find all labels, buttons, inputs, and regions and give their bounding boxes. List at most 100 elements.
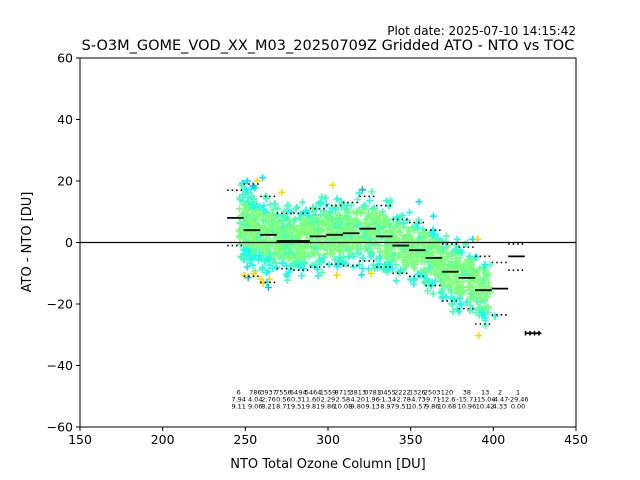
scatter-point (305, 212, 313, 220)
bin-std-label: 4.33 (493, 403, 507, 411)
x-tick-label: 250 (233, 432, 257, 447)
scatter-point (349, 252, 357, 260)
scatter-point (474, 235, 482, 243)
scatter-point (471, 254, 479, 262)
scatter-point (337, 246, 345, 254)
bin-mean-label: 2.76 (261, 396, 275, 404)
scatter-point (410, 280, 418, 288)
scatter-point (236, 219, 244, 227)
scatter-point (257, 275, 265, 283)
scatter-point (246, 185, 254, 193)
bin-mean-label: -12.6 (439, 396, 456, 404)
scatter-point (403, 216, 411, 224)
scatter-point (470, 293, 478, 301)
scatter-point (439, 246, 447, 254)
scatter-point (329, 250, 336, 258)
scatter-point (271, 259, 279, 267)
scatter-point (301, 258, 309, 266)
scatter-point (252, 235, 260, 243)
scatter-point (358, 186, 366, 194)
scatter-point (476, 282, 484, 290)
scatter-point (265, 253, 273, 261)
bin-std-label: 10.08 (334, 403, 353, 411)
scatter-point (282, 270, 290, 278)
bin-mean-label: -15.71 (456, 396, 477, 404)
scatter-point (353, 243, 361, 251)
bin-mean-label: 2.58 (336, 396, 350, 404)
scatter-point (261, 258, 269, 266)
scatter-point (236, 240, 244, 248)
scatter-point (263, 278, 271, 286)
scatter-point (365, 265, 373, 273)
bin-std-label: 10.68 (438, 403, 457, 411)
scatter-point (448, 301, 456, 308)
scatter-point (264, 267, 272, 275)
scatter-point (362, 232, 370, 240)
scatter-point (238, 254, 246, 262)
scatter-point (466, 307, 474, 315)
scatter-point (392, 277, 400, 285)
scatter-point (435, 265, 443, 273)
scatter-point (375, 225, 383, 233)
scatter-point (308, 247, 315, 255)
y-tick-label: −40 (47, 358, 73, 373)
bin-count-label: 0455 (379, 389, 396, 397)
scatter-point (466, 267, 474, 275)
scatter-point (292, 205, 300, 213)
scatter-point (252, 208, 260, 216)
scatter-point (320, 220, 327, 228)
scatter-point (344, 220, 352, 228)
x-tick-label: 150 (68, 432, 92, 447)
bin-count-label: 120 (441, 389, 453, 397)
scatter-point (260, 205, 268, 213)
bin-mean-label: -15.04 (475, 396, 496, 404)
scatter-point (367, 231, 375, 239)
scatter-point (400, 238, 408, 246)
scatter-point (368, 188, 376, 196)
scatter-point (408, 223, 416, 231)
scatter-point (322, 250, 330, 258)
scatter-point (341, 240, 348, 248)
scatter-point (371, 240, 379, 248)
bin-count-label: 1559 (320, 389, 337, 397)
bin-mean-label: -9.71 (424, 396, 441, 404)
scatter-point (379, 219, 387, 227)
scatter-point (318, 242, 326, 250)
bin-mean-label: 1.60 (306, 396, 320, 404)
scatter-point (392, 261, 400, 269)
scatter-point (476, 265, 484, 272)
scatter-point (412, 260, 419, 268)
scatter-point (419, 225, 427, 233)
scatter-point (284, 207, 292, 215)
bin-mean-label: -4.73 (409, 396, 426, 404)
scatter-point (261, 243, 269, 251)
scatter-point (437, 278, 445, 286)
scatter-point (357, 209, 365, 217)
scatter-point (439, 256, 447, 264)
bin-std-label: 8.97 (380, 403, 394, 411)
scatter-point (281, 251, 289, 258)
scatter-point (297, 260, 305, 268)
scatter-point (243, 263, 251, 271)
bin-count-label: 2222 (394, 389, 411, 397)
scatter-point (427, 264, 434, 272)
scatter-point (475, 305, 483, 313)
scatter-point (333, 263, 341, 271)
scatter-point (279, 259, 286, 267)
chart-title: S-O3M_GOME_VOD_XX_M03_20250709Z Gridded … (82, 38, 575, 54)
scatter-point (387, 243, 395, 251)
scatter-point (429, 290, 437, 298)
scatter-point (359, 254, 367, 262)
scatter-point (302, 230, 310, 238)
scatter-point (298, 272, 306, 280)
bin-count-label: 786 (249, 389, 261, 397)
scatter-point (442, 293, 450, 301)
scatter-point (456, 281, 464, 289)
scatter-point (238, 181, 245, 189)
scatter-point (266, 237, 274, 245)
scatter-point (466, 280, 474, 288)
bin-statistics (227, 183, 542, 336)
scatter-point (393, 254, 401, 262)
bin-mean-label: -4.47 (491, 396, 508, 404)
scatter-point (285, 255, 293, 263)
